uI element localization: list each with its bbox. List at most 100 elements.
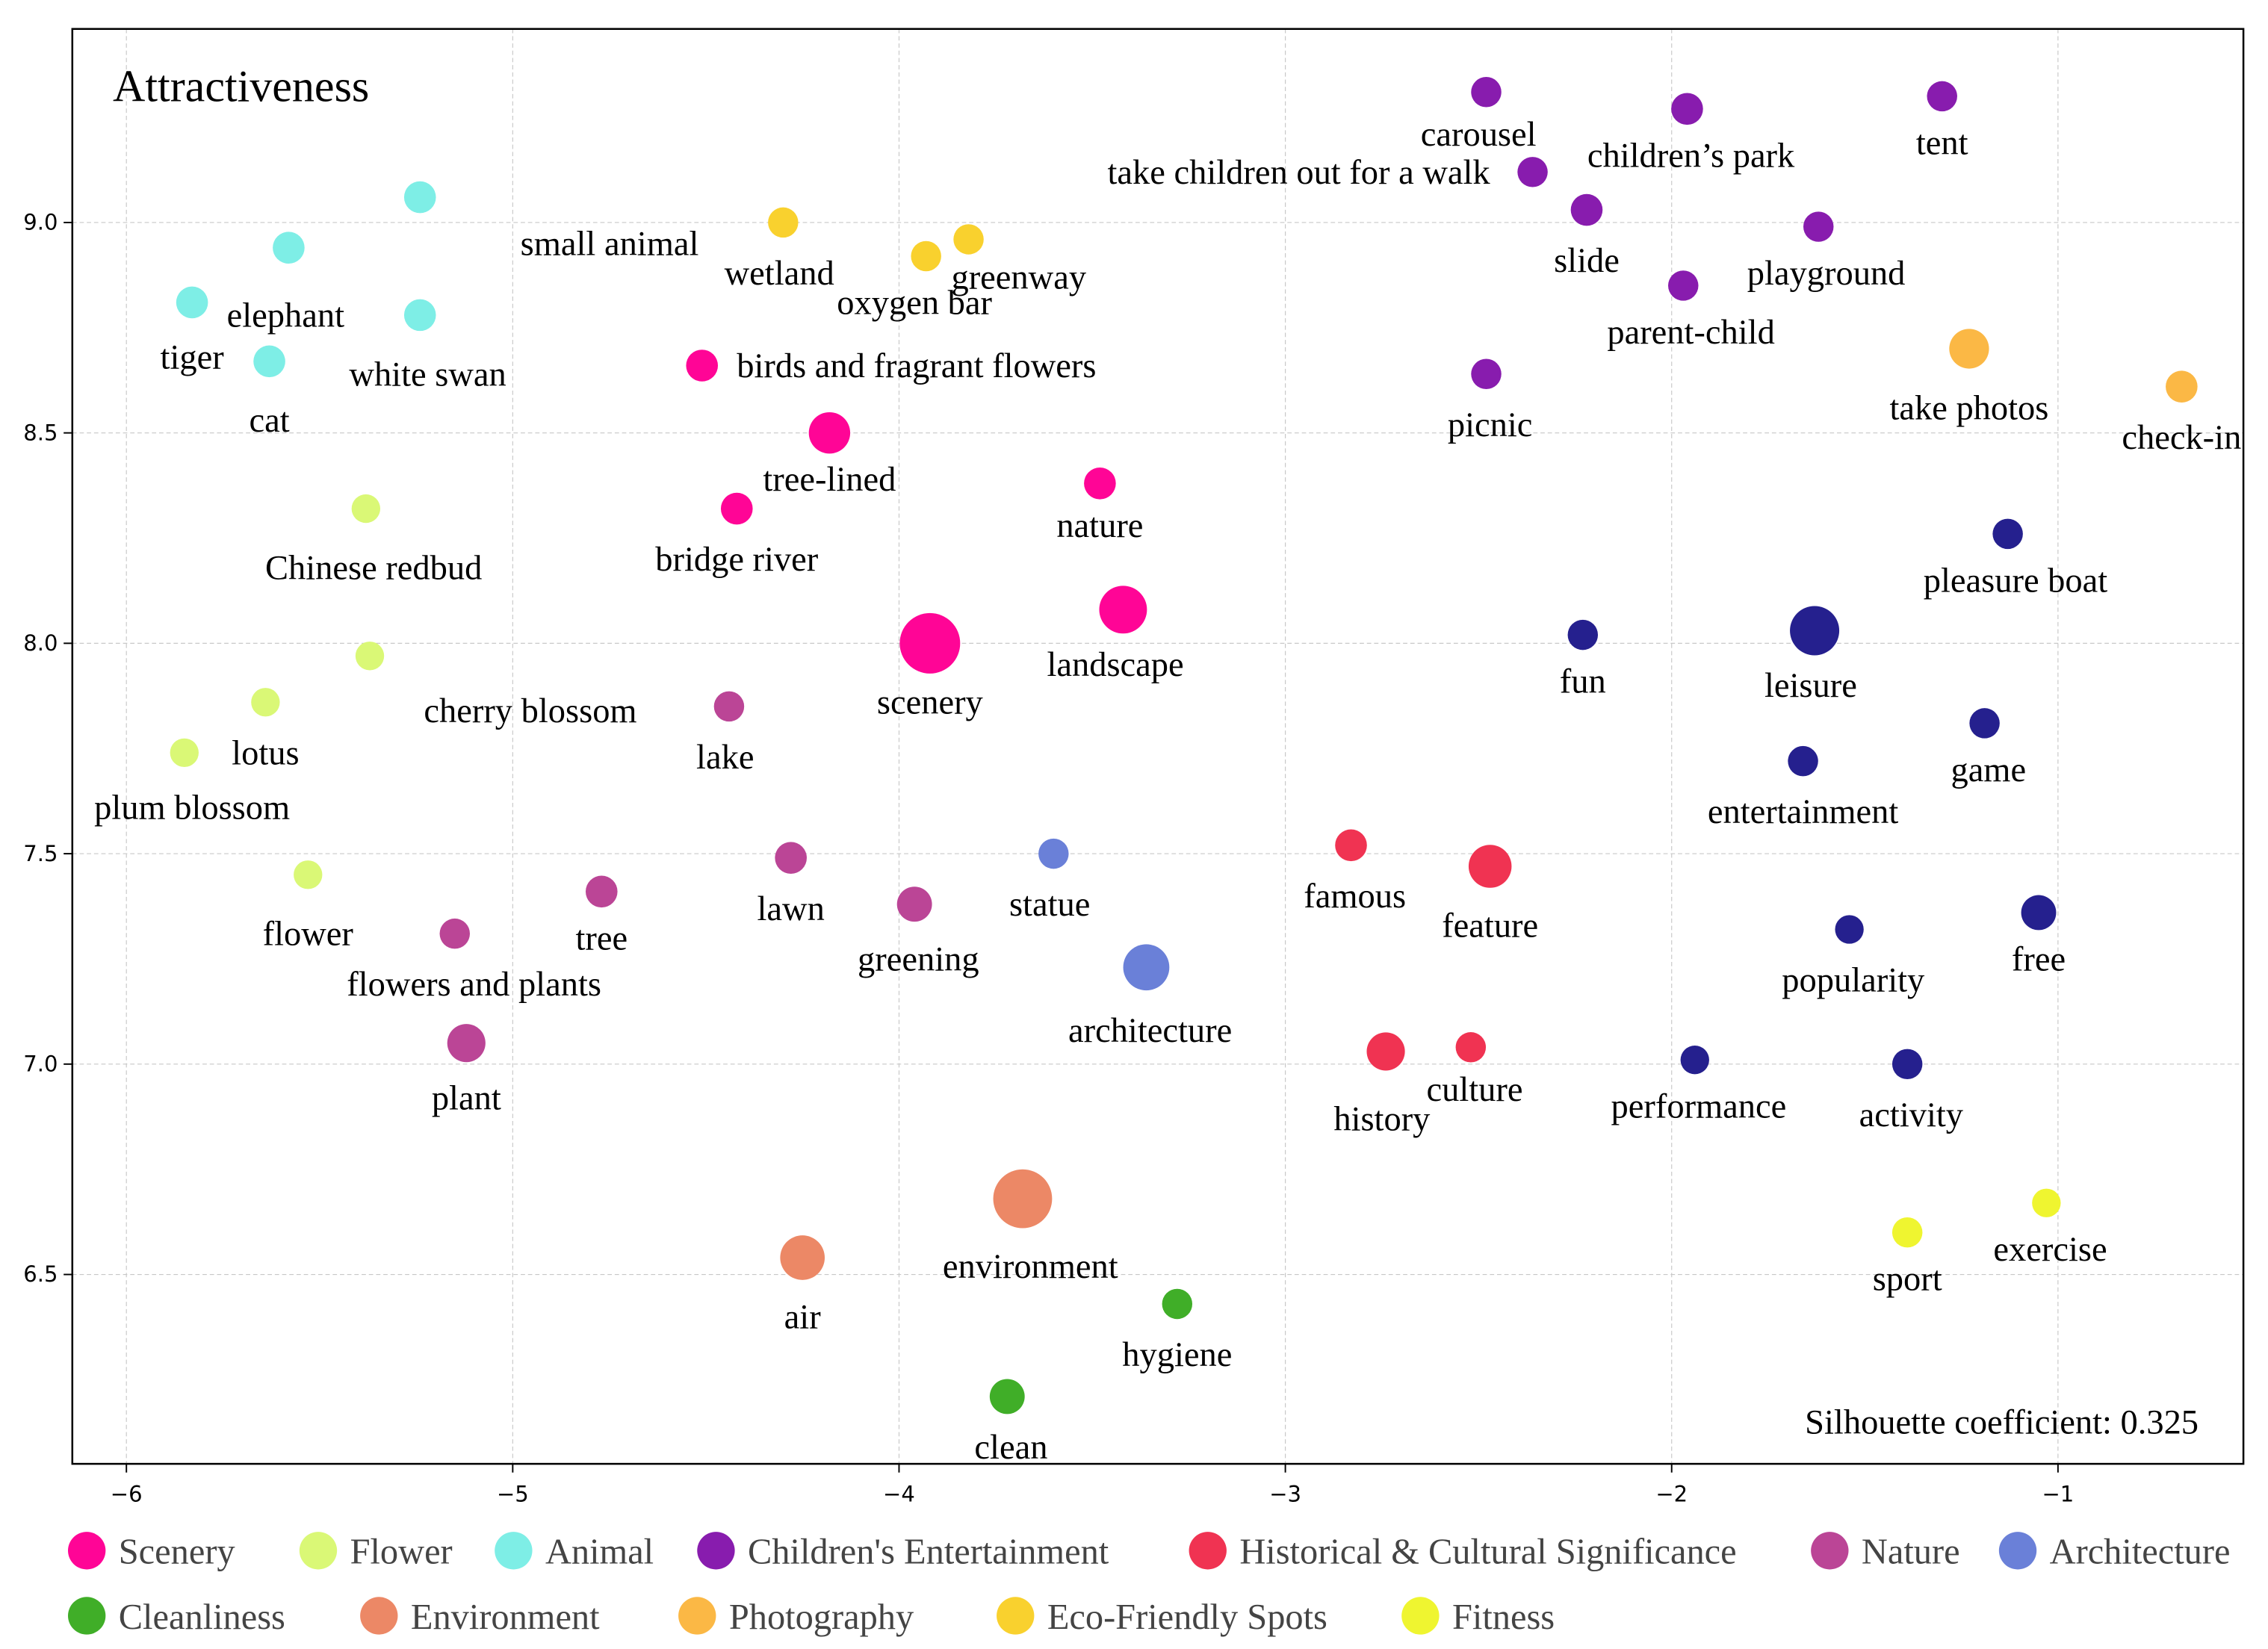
data-point bbox=[1471, 77, 1502, 108]
point-label: greenway bbox=[951, 259, 1086, 297]
point-label: hygiene bbox=[1122, 1336, 1232, 1374]
data-point bbox=[1471, 358, 1502, 390]
y-tick-label: 7.5 bbox=[23, 841, 58, 866]
data-point bbox=[775, 842, 807, 875]
data-point bbox=[1099, 586, 1147, 634]
silhouette-annotation: Silhouette coefficient: 0.325 bbox=[1805, 1403, 2199, 1441]
data-point bbox=[251, 688, 280, 717]
y-tick-label: 6.5 bbox=[23, 1261, 58, 1287]
legend-label: Scenery bbox=[119, 1532, 236, 1572]
point-label: feature bbox=[1442, 907, 1538, 945]
legend-swatch bbox=[1998, 1532, 2037, 1570]
legend-item[interactable]: Animal bbox=[495, 1532, 654, 1572]
y-tick-label: 8.0 bbox=[23, 630, 58, 656]
point-label: environment bbox=[943, 1248, 1118, 1286]
legend-item[interactable]: Historical & Cultural Significance bbox=[1189, 1532, 1737, 1572]
legend-item[interactable]: Architecture bbox=[1998, 1532, 2231, 1572]
data-point bbox=[1992, 518, 2023, 550]
legend-label: Animal bbox=[545, 1532, 654, 1572]
x-tick-label: −5 bbox=[497, 1481, 529, 1506]
data-point bbox=[1927, 81, 1957, 112]
data-point bbox=[585, 875, 618, 908]
data-point bbox=[1671, 93, 1703, 125]
y-tick-label: 7.0 bbox=[23, 1051, 58, 1076]
data-point bbox=[780, 1235, 825, 1280]
data-point bbox=[294, 860, 323, 889]
legend: Scenery Flower Animal Children's Entertainm… bbox=[68, 1532, 2230, 1637]
point-label: flower bbox=[263, 916, 354, 954]
legend-label: Architecture bbox=[2050, 1532, 2231, 1572]
point-label: Chinese redbud bbox=[265, 549, 482, 587]
legend-label: Environment bbox=[411, 1597, 600, 1637]
legend-label: Children's Entertainment bbox=[748, 1532, 1109, 1572]
data-point bbox=[808, 412, 851, 454]
data-point bbox=[1788, 745, 1818, 777]
legend-item[interactable]: Eco-Friendly Spots bbox=[997, 1597, 1327, 1637]
legend-item[interactable]: Flower bbox=[299, 1532, 453, 1572]
point-label: plum blossom bbox=[94, 789, 290, 827]
plot-frame bbox=[71, 28, 2245, 1465]
x-axis-ticks: −6 −5 −4 −3 −2 −1 bbox=[111, 1464, 2074, 1506]
legend-label: Photography bbox=[729, 1597, 914, 1637]
data-point bbox=[1969, 708, 2000, 739]
data-point bbox=[1835, 915, 1864, 944]
data-point bbox=[1949, 329, 1989, 369]
data-point bbox=[176, 286, 208, 319]
data-point bbox=[1468, 845, 1512, 888]
point-label: picnic bbox=[1448, 406, 1533, 444]
data-point bbox=[403, 299, 436, 332]
legend-item[interactable]: Cleanliness bbox=[68, 1597, 285, 1637]
data-point bbox=[1891, 1217, 1923, 1248]
data-point bbox=[720, 492, 753, 525]
point-label: statue bbox=[1009, 886, 1090, 924]
point-label: leisure bbox=[1764, 667, 1857, 705]
legend-swatch bbox=[1401, 1597, 1440, 1635]
point-label: lawn bbox=[757, 890, 825, 928]
point-label: birds and fragrant flowers bbox=[737, 347, 1096, 385]
point-label: air bbox=[784, 1298, 822, 1336]
data-point bbox=[1335, 829, 1367, 862]
x-tick-label: −3 bbox=[1269, 1481, 1301, 1506]
legend-swatch bbox=[1811, 1532, 1849, 1570]
legend-item[interactable]: Nature bbox=[1811, 1532, 1960, 1572]
point-label: exercise bbox=[1993, 1231, 2107, 1269]
point-label: flowers and plants bbox=[347, 966, 601, 1004]
legend-swatch bbox=[1189, 1532, 1227, 1570]
point-label: game bbox=[1951, 751, 2026, 789]
legend-item[interactable]: Children's Entertainment bbox=[697, 1532, 1109, 1572]
data-point bbox=[403, 181, 436, 214]
point-label: free bbox=[2012, 940, 2066, 978]
legend-item[interactable]: Environment bbox=[360, 1597, 600, 1637]
point-label: culture bbox=[1426, 1071, 1522, 1109]
x-tick-label: −2 bbox=[1655, 1481, 1688, 1506]
point-label: architecture bbox=[1068, 1012, 1232, 1050]
legend-label: Fitness bbox=[1452, 1597, 1555, 1637]
legend-swatch bbox=[299, 1532, 338, 1570]
data-point bbox=[713, 691, 745, 722]
point-label: cherry blossom bbox=[424, 692, 636, 730]
legend-item[interactable]: Fitness bbox=[1401, 1597, 1555, 1637]
point-label: carousel bbox=[1421, 116, 1537, 154]
data-point bbox=[273, 232, 305, 264]
data-point bbox=[768, 207, 799, 238]
legend-swatch bbox=[68, 1532, 106, 1570]
point-label: sport bbox=[1873, 1261, 1942, 1299]
data-point bbox=[1455, 1032, 1487, 1063]
point-label: activity bbox=[1859, 1096, 1964, 1134]
data-point bbox=[1790, 606, 1840, 656]
data-point bbox=[447, 1024, 486, 1063]
point-label: history bbox=[1333, 1101, 1431, 1139]
legend-item[interactable]: Scenery bbox=[68, 1532, 235, 1572]
point-label: wetland bbox=[725, 255, 834, 293]
point-label: elephant bbox=[227, 296, 344, 335]
point-label: playground bbox=[1747, 255, 1906, 293]
data-point bbox=[1038, 838, 1069, 869]
data-point bbox=[439, 918, 471, 949]
data-point bbox=[1803, 211, 1834, 242]
data-point bbox=[993, 1169, 1053, 1229]
data-point bbox=[953, 224, 984, 255]
point-label: performance bbox=[1611, 1088, 1787, 1126]
legend-item[interactable]: Photography bbox=[678, 1597, 914, 1637]
